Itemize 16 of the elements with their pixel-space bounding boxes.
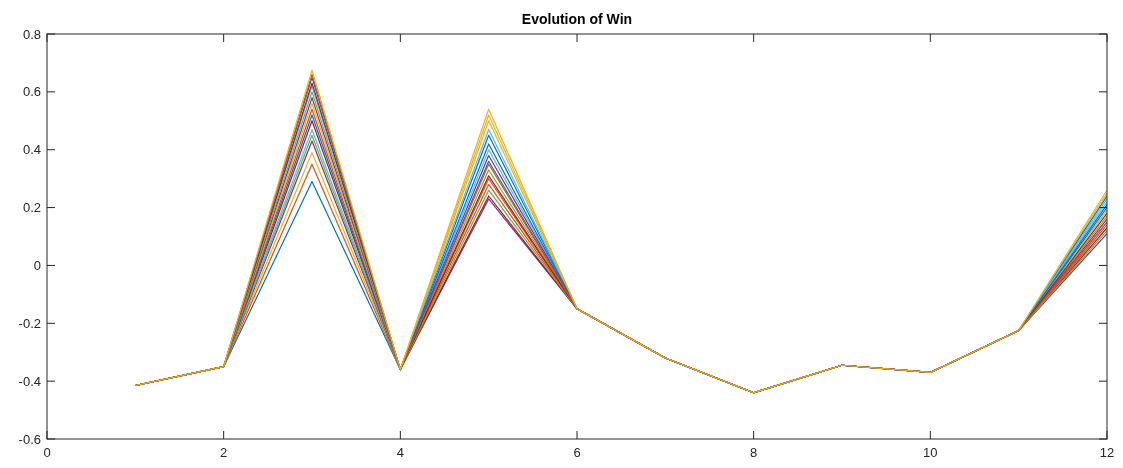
x-tick-label: 10 (923, 445, 938, 460)
y-tick-label: 0.6 (22, 84, 41, 100)
x-tick-label: 0 (43, 445, 51, 460)
y-tick-label: 0.4 (22, 142, 41, 158)
x-tick-label: 2 (220, 445, 228, 460)
x-tick-label: 12 (1099, 445, 1115, 460)
x-tick-label: 6 (573, 445, 581, 460)
y-tick-label: 0 (33, 257, 41, 273)
x-tick-label: 8 (750, 445, 758, 460)
y-tick-label: -0.2 (18, 315, 41, 331)
y-tick-label: -0.6 (18, 431, 41, 447)
x-tick-label: 4 (396, 445, 404, 460)
y-tick-label: 0.8 (22, 26, 41, 42)
y-tick-label: 0.2 (22, 200, 41, 216)
chart-title: Evolution of Win (521, 11, 633, 27)
y-tick-label: -0.4 (18, 373, 41, 389)
